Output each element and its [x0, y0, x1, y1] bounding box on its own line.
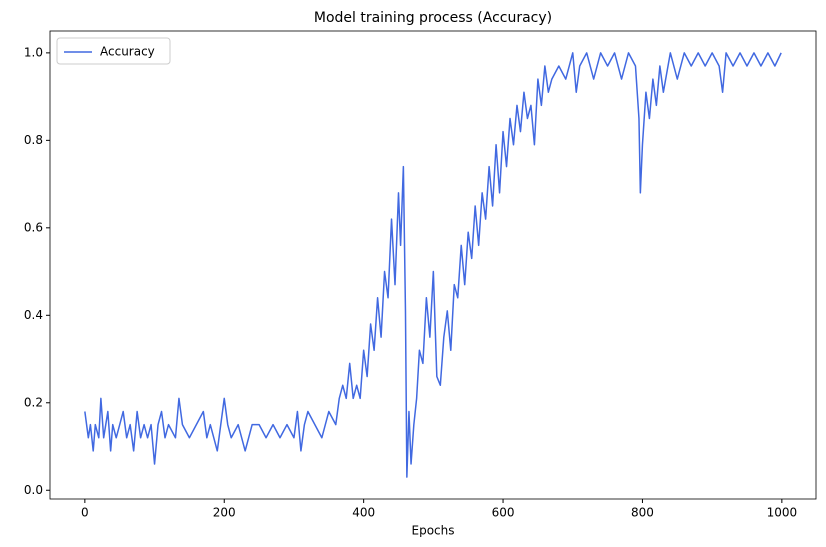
data-line — [84, 52, 782, 478]
y-tick-label: 0.2 — [24, 395, 43, 409]
y-tick-label: 1.0 — [24, 45, 43, 59]
y-tick-label: 0.4 — [24, 308, 43, 322]
x-tick-label: 600 — [492, 506, 515, 520]
plot-frame — [49, 30, 817, 500]
legend-box — [56, 37, 171, 65]
x-axis-label: Epochs — [412, 524, 455, 538]
x-tick-label: 400 — [352, 506, 375, 520]
legend-label: Accuracy — [100, 45, 155, 59]
x-tick-label: 1000 — [767, 506, 798, 520]
x-tick-label: 800 — [631, 506, 654, 520]
x-tick-label: 0 — [81, 506, 89, 520]
y-tick-label: 0.8 — [24, 133, 43, 147]
chart-title: Model training process (Accuracy) — [314, 10, 552, 26]
y-tick-label: 0.6 — [24, 220, 43, 234]
x-tick-label: 200 — [213, 506, 236, 520]
y-tick-label: 0.0 — [24, 483, 43, 497]
